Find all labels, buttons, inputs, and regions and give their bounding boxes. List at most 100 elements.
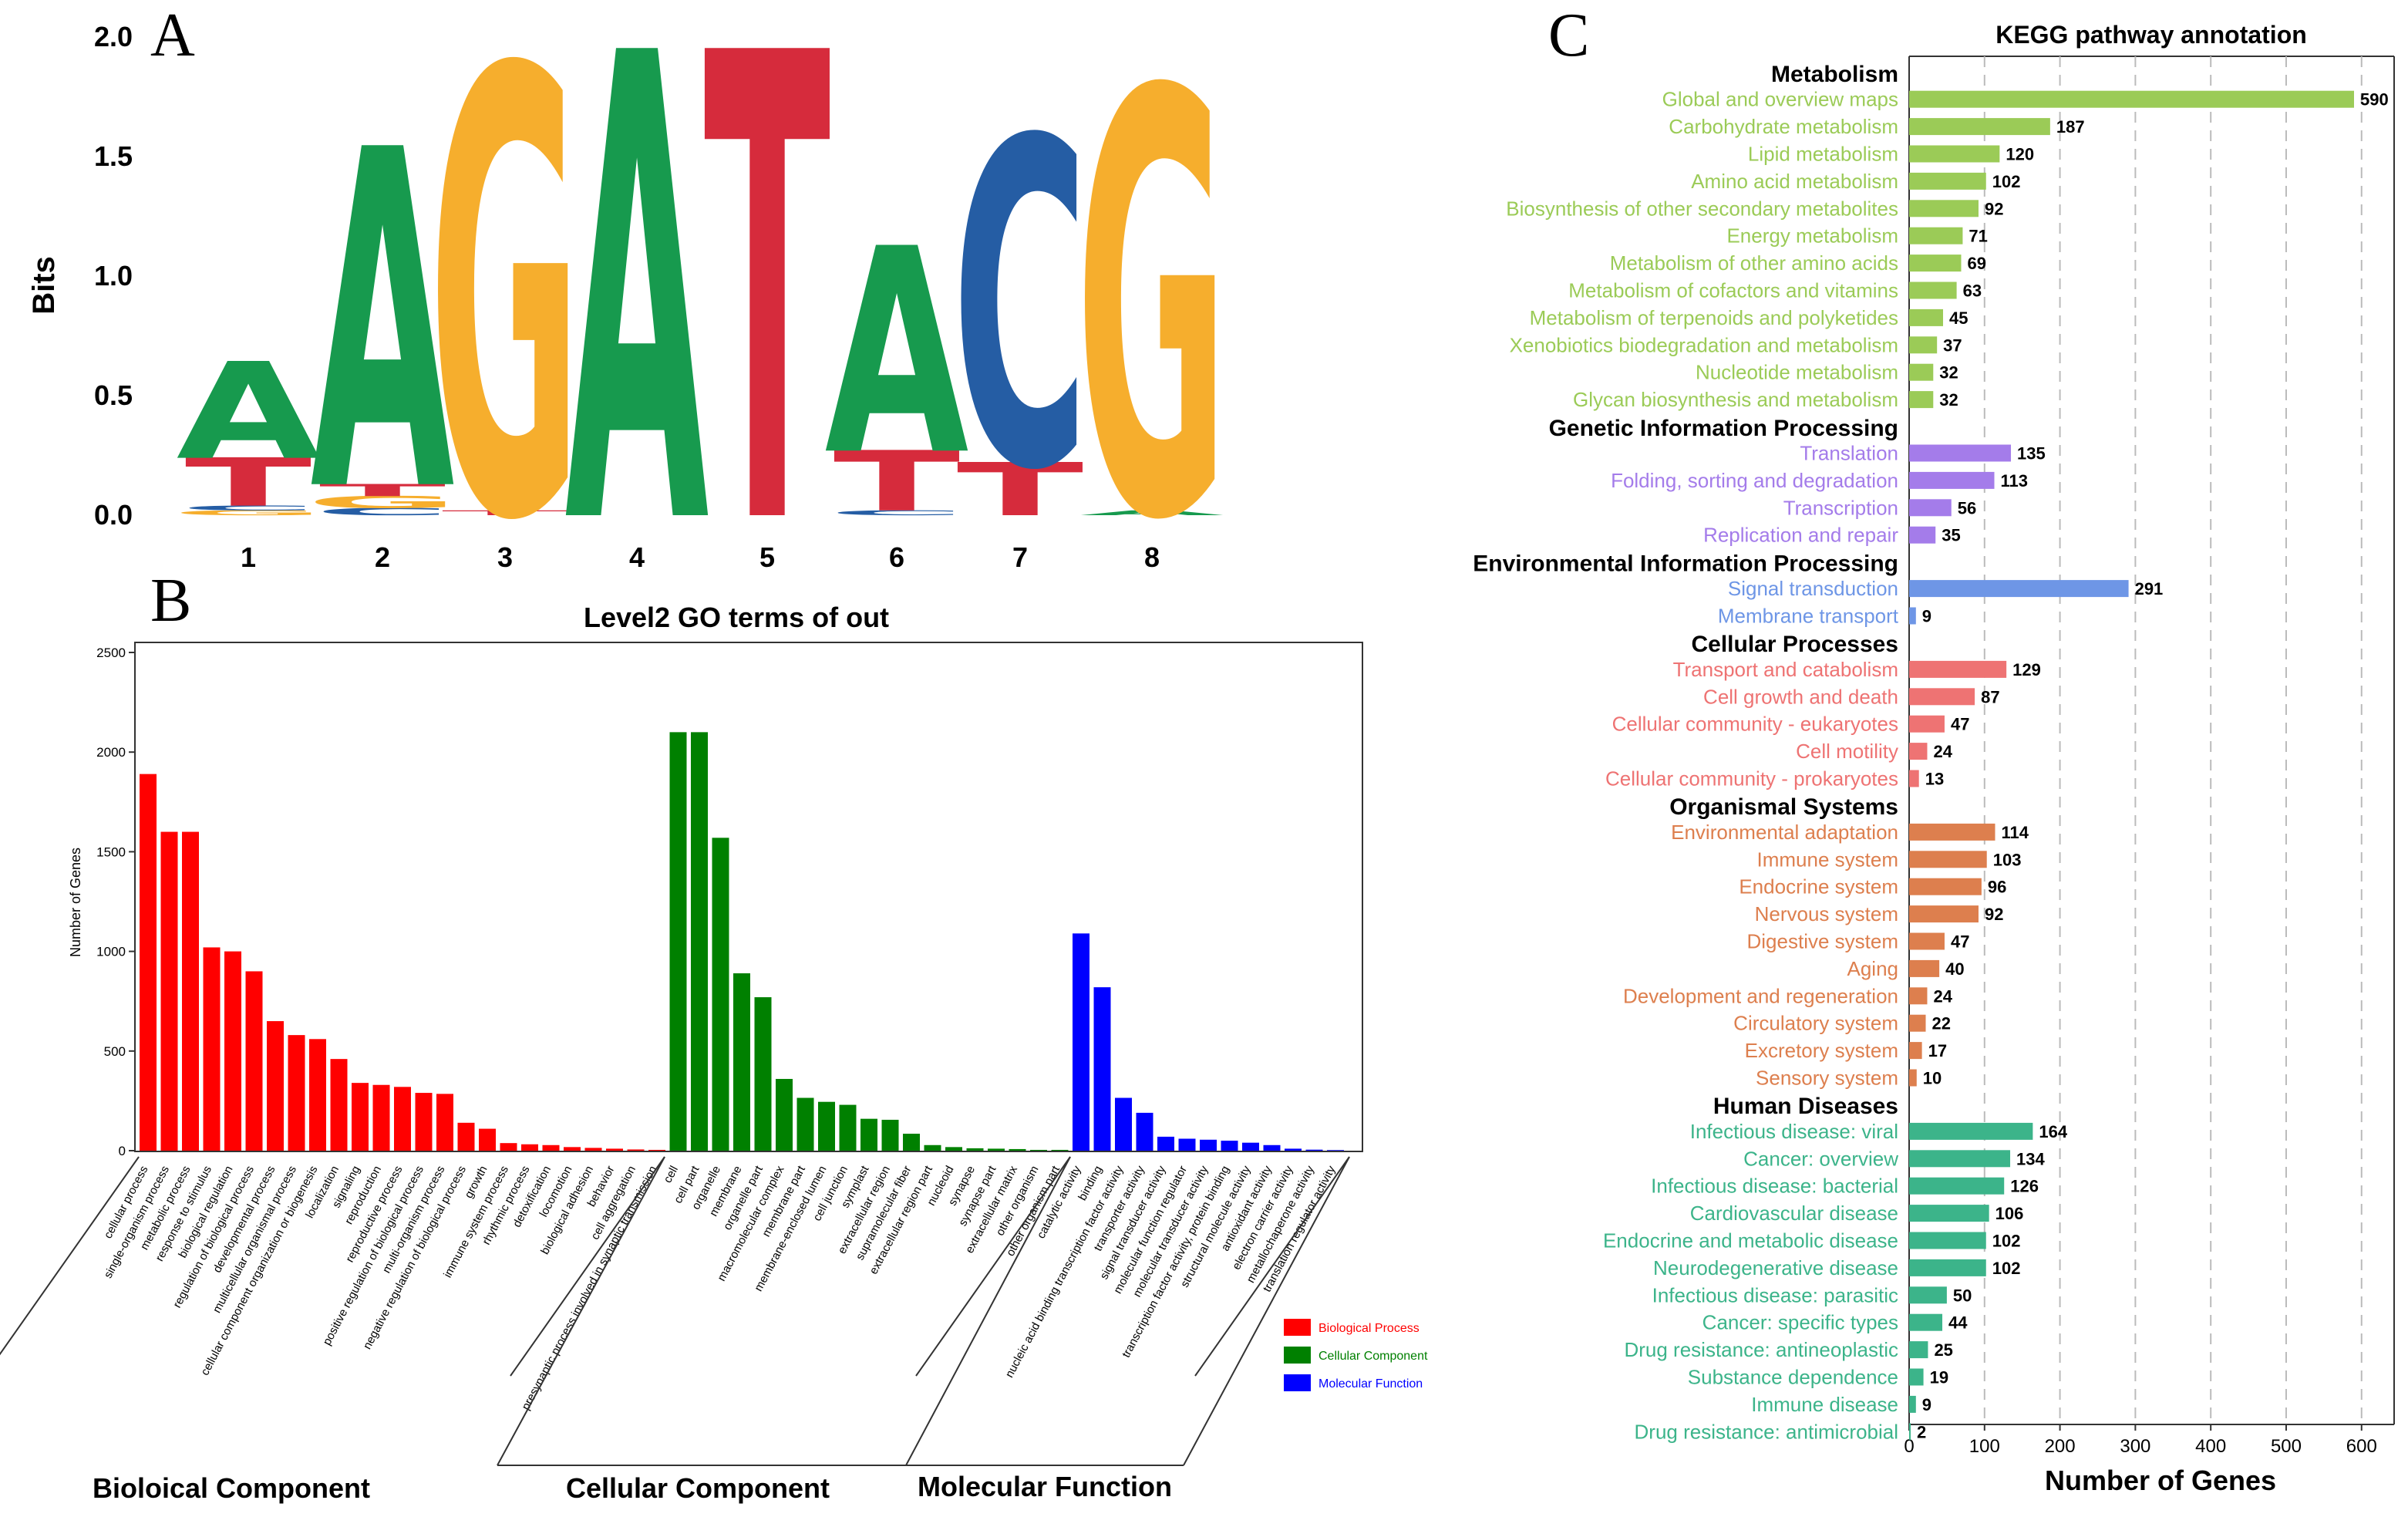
logo-letter-C: C	[180, 504, 317, 512]
kegg-bar	[1909, 1014, 1926, 1032]
kegg-group-header: Environmental Information Processing	[1473, 551, 1898, 576]
kegg-x-tick-label: 400	[2195, 1436, 2226, 1457]
go-bar	[1200, 1139, 1217, 1151]
logo-position-label: 6	[889, 541, 904, 573]
kegg-bar	[1909, 145, 2000, 163]
go-y-tick-label: 500	[104, 1044, 126, 1059]
kegg-category-label: Global and overview maps	[1662, 88, 1898, 111]
go-bar	[691, 732, 708, 1151]
kegg-value-label: 45	[1949, 308, 1968, 328]
kegg-value-label: 102	[1992, 172, 2021, 191]
go-bar	[988, 1148, 1005, 1151]
go-bar	[224, 951, 241, 1151]
go-group-divider	[905, 1156, 1071, 1466]
kegg-value-label: 63	[1963, 281, 1982, 301]
kegg-category-label: Glycan biosynthesis and metabolism	[1573, 388, 1898, 411]
kegg-category-label: Aging	[1847, 957, 1899, 980]
kegg-bar	[1909, 1177, 2005, 1195]
go-bar	[564, 1147, 581, 1151]
kegg-bar	[1909, 823, 1995, 841]
kegg-value-label: 187	[2056, 117, 2085, 137]
kegg-value-label: 9	[1922, 1395, 1931, 1414]
kegg-bar	[1909, 336, 1938, 354]
go-y-tick-label: 1000	[96, 945, 126, 959]
go-bar	[818, 1101, 835, 1151]
kegg-category-label: Membrane transport	[1718, 605, 1899, 628]
kegg-bar	[1909, 526, 1936, 544]
go-bar	[436, 1094, 453, 1151]
kegg-bar	[1909, 1368, 1924, 1386]
kegg-value-label: 50	[1953, 1286, 1972, 1305]
kegg-x-tick-label: 0	[1904, 1436, 1914, 1457]
go-bar	[1327, 1150, 1344, 1151]
kegg-group-header: Organismal Systems	[1669, 794, 1898, 820]
logo-letter-A: A	[1080, 509, 1224, 517]
logo-y-tick: 2.0	[94, 21, 133, 52]
kegg-bar	[1909, 1232, 1986, 1249]
go-bar	[860, 1118, 877, 1151]
kegg-category-label: Cardiovascular disease	[1690, 1202, 1898, 1225]
go-legend-swatch	[1284, 1319, 1311, 1336]
go-legend-label: Cellular Component	[1319, 1350, 1428, 1363]
kegg-bar	[1909, 770, 1919, 787]
kegg-bar	[1909, 1423, 1911, 1441]
logo-letter-G: G	[1076, 0, 1228, 648]
go-bar	[415, 1093, 433, 1151]
kegg-category-label: Circulatory system	[1733, 1012, 1898, 1035]
logo-y-axis-label: Bits	[27, 256, 61, 315]
go-bar	[182, 831, 199, 1151]
kegg-category-label: Transport and catabolism	[1673, 658, 1898, 681]
kegg-category-label: Transcription	[1783, 496, 1898, 519]
logo-letter-T: T	[442, 509, 568, 517]
kegg-value-label: 25	[1934, 1340, 1952, 1360]
go-bar	[267, 1021, 284, 1151]
kegg-category-label: Substance dependence	[1688, 1366, 1898, 1389]
kegg-value-label: 129	[2012, 660, 2041, 679]
kegg-value-label: 114	[2001, 823, 2029, 842]
kegg-value-label: 44	[1948, 1313, 1968, 1333]
kegg-category-label: Infectious disease: parasitic	[1652, 1283, 1898, 1306]
kegg-bar	[1909, 878, 1982, 895]
logo-letter-C: C	[951, 46, 1088, 568]
kegg-value-label: 102	[1992, 1259, 2021, 1278]
kegg-category-label: Endocrine system	[1739, 875, 1898, 898]
go-bar	[542, 1144, 560, 1151]
go-bar	[839, 1104, 857, 1151]
go-bar	[394, 1087, 411, 1151]
go-bar	[669, 732, 687, 1151]
kegg-value-label: 9	[1922, 607, 1931, 626]
go-bar	[903, 1134, 920, 1151]
kegg-bar	[1909, 308, 1944, 326]
go-legend-swatch	[1284, 1374, 1311, 1391]
kegg-value-label: 135	[2017, 444, 2046, 464]
go-chart-title: Level2 GO terms of out	[584, 602, 889, 633]
kegg-category-label: Metabolism of terpenoids and polyketides	[1530, 306, 1898, 329]
kegg-x-tick-label: 600	[2346, 1436, 2377, 1457]
kegg-value-label: 47	[1951, 715, 1969, 734]
kegg-category-label: Biosynthesis of other secondary metaboli…	[1506, 197, 1898, 220]
logo-letter-A: A	[825, 189, 970, 517]
go-bar	[352, 1083, 369, 1151]
logo-y-tick: 1.0	[94, 260, 133, 292]
go-bar	[1009, 1148, 1026, 1151]
kegg-value-label: 590	[2360, 90, 2389, 110]
kegg-bar	[1909, 363, 1934, 381]
kegg-bar	[1909, 391, 1934, 409]
go-bar	[203, 947, 221, 1151]
kegg-value-label: 92	[1985, 199, 2003, 218]
kegg-value-label: 291	[2135, 579, 2164, 598]
kegg-value-label: 120	[2006, 145, 2034, 164]
go-group-divider	[497, 1156, 665, 1466]
kegg-category-label: Lipid metabolism	[1748, 143, 1898, 166]
kegg-bar	[1909, 281, 1957, 299]
go-bar	[584, 1148, 602, 1151]
kegg-value-label: 22	[1932, 1014, 1951, 1033]
kegg-category-label: Neurodegenerative disease	[1653, 1256, 1898, 1279]
go-bar	[945, 1147, 962, 1151]
kegg-value-label: 134	[2016, 1149, 2045, 1168]
go-bar	[733, 973, 750, 1151]
kegg-category-label: Environmental adaptation	[1671, 821, 1898, 844]
kegg-group-header: Metabolism	[1771, 62, 1898, 87]
go-group-divider	[0, 1156, 140, 1356]
kegg-bar	[1909, 499, 1952, 517]
